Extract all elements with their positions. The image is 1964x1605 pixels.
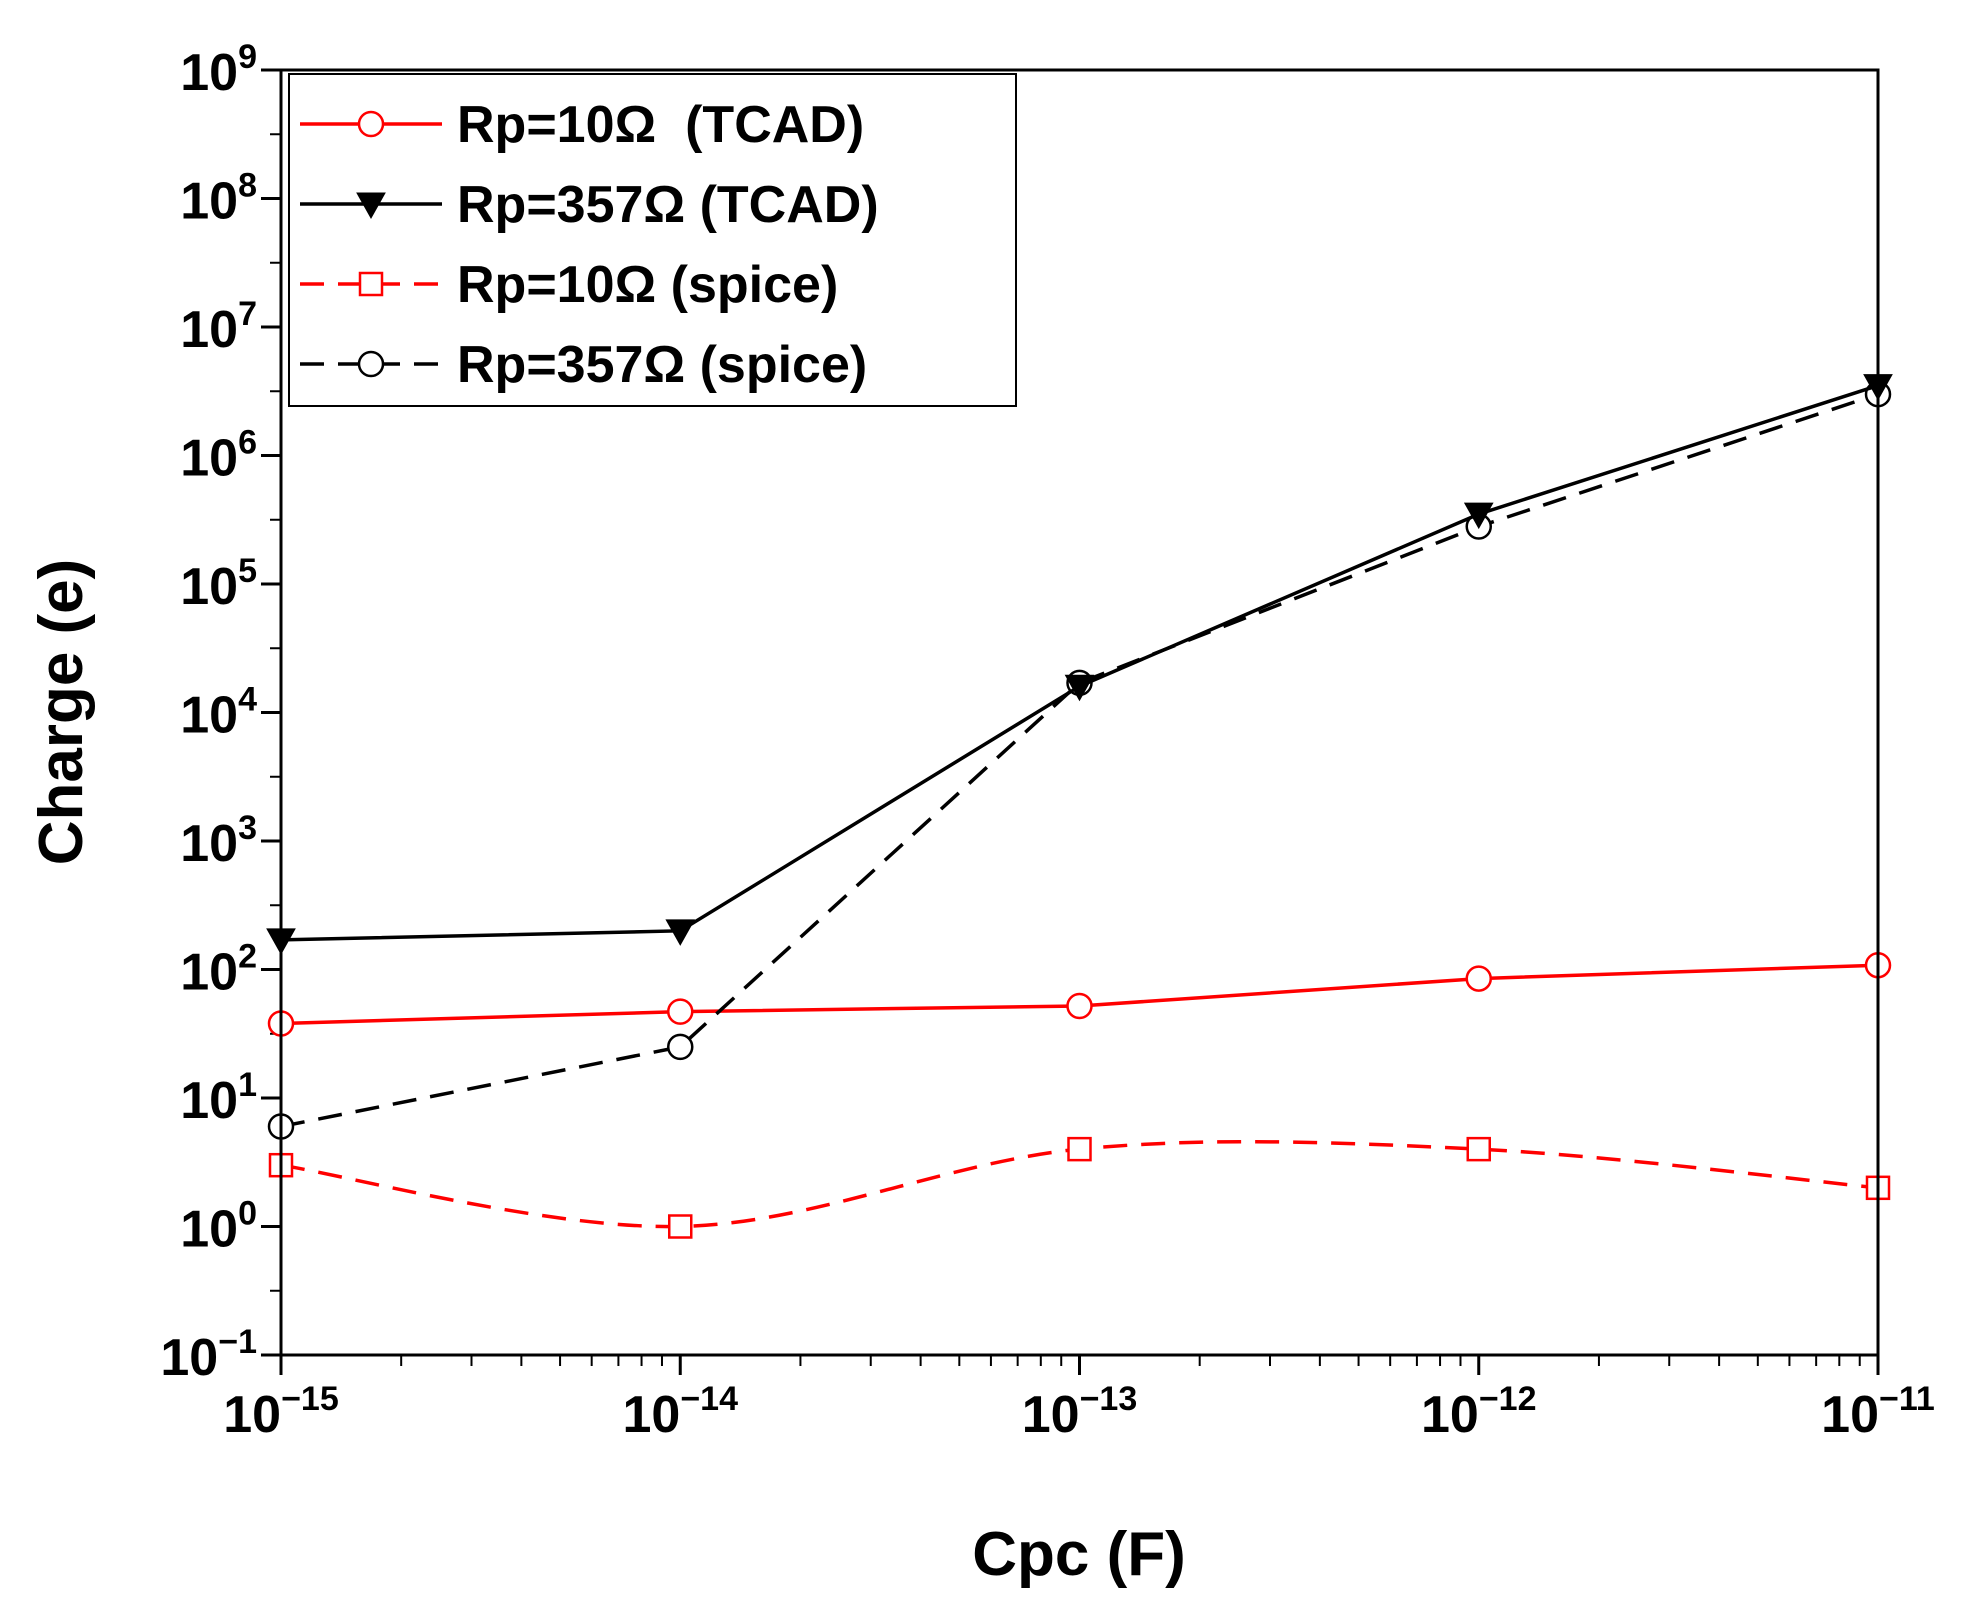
- x-axis-title: Cpc (F): [972, 1520, 1186, 1589]
- y-tick-label-exponent: 4: [238, 681, 257, 719]
- legend-marker-1: [356, 192, 386, 220]
- y-axis-title: Charge (e): [27, 559, 96, 866]
- data-point-s0-3: [1465, 965, 1492, 992]
- y-tick-label-exponent: 3: [238, 809, 257, 847]
- y-tick-label: 103: [180, 809, 257, 873]
- x-tick-label: 10−15: [223, 1380, 339, 1444]
- y-tick-label: 108: [180, 167, 257, 231]
- y-tick-label-base: 10: [180, 558, 238, 616]
- legend-marker-2: [358, 271, 384, 297]
- y-tick-label-exponent: 5: [238, 552, 257, 590]
- y-tick-label-base: 10: [180, 301, 238, 359]
- y-tick-label-exponent: 1: [238, 1066, 257, 1104]
- data-point-s1-2: [1064, 674, 1095, 702]
- data-point-s0-1: [667, 998, 694, 1025]
- x-tick-label-exponent: −13: [1080, 1380, 1138, 1418]
- data-point-s2-3: [1466, 1136, 1491, 1162]
- y-tick-label-base: 10: [180, 687, 238, 745]
- y-tick-label: 101: [180, 1066, 257, 1130]
- y-tick-label-exponent: −1: [218, 1323, 257, 1361]
- y-tick-label-exponent: 0: [238, 1195, 257, 1233]
- legend-label-rp357-tcad: Rp=357Ω (TCAD): [457, 176, 879, 234]
- y-tick-label: 106: [180, 424, 257, 488]
- y-tick-label-base: 10: [180, 1072, 238, 1130]
- x-tick-label-base: 10: [1022, 1386, 1080, 1444]
- y-tick-label-exponent: 6: [238, 424, 257, 462]
- y-tick-label: 109: [180, 38, 257, 102]
- x-tick-label-base: 10: [622, 1386, 680, 1444]
- legend-symbols: [300, 110, 442, 378]
- x-tick-label: 10−13: [1022, 1380, 1138, 1444]
- legend-box: [288, 73, 1017, 407]
- tick-labels: 10−15 10−14 10−13 10−12 10−1110−110010110210…: [160, 38, 1934, 1444]
- y-tick-label-base: 10: [180, 944, 238, 1002]
- data-point-s1-1: [665, 919, 696, 946]
- y-tick-label: 100: [180, 1195, 257, 1259]
- data-point-s3-1: [667, 1033, 694, 1061]
- x-tick-label-exponent: −14: [680, 1380, 738, 1418]
- x-tick-label: 10−11: [1821, 1380, 1935, 1444]
- y-tick-label: 107: [180, 295, 257, 359]
- y-tick-label-base: 10: [180, 44, 238, 102]
- y-tick-label: 105: [180, 552, 257, 616]
- x-tick-label-exponent: −15: [281, 1380, 339, 1418]
- x-tick-label-base: 10: [1821, 1386, 1879, 1444]
- y-tick-label-base: 10: [180, 430, 238, 488]
- legend-marker-0: [357, 110, 385, 138]
- y-tick-label: 10−1: [160, 1323, 257, 1387]
- data-point-s2-2: [1067, 1136, 1092, 1162]
- legend: Rp=10Ω (TCAD) Rp=357Ω (TCAD) Rp=10Ω (spi…: [288, 73, 1017, 407]
- x-tick-label: 10−14: [622, 1380, 738, 1444]
- x-tick-label-base: 10: [223, 1386, 281, 1444]
- legend-label-rp357-spice: Rp=357Ω (spice): [457, 336, 867, 394]
- x-tick-label-base: 10: [1421, 1386, 1479, 1444]
- y-tick-label-base: 10: [180, 815, 238, 873]
- y-tick-label-base: 10: [160, 1329, 218, 1387]
- tick-marks: [261, 68, 1880, 1375]
- y-tick-label: 104: [180, 681, 257, 745]
- data-point-s1-3: [1463, 502, 1494, 530]
- series-group: [266, 374, 1893, 1239]
- y-tick-label-base: 10: [180, 173, 238, 231]
- legend-label-rp10-spice: Rp=10Ω (spice): [457, 256, 838, 314]
- plot-frame: [279, 68, 1880, 1357]
- y-tick-label-exponent: 9: [238, 38, 257, 76]
- series-line-3: [280, 392, 1879, 1129]
- data-point-s0-2: [1066, 992, 1093, 1020]
- legend-label-rp10-tcad: Rp=10Ω (TCAD): [457, 96, 864, 154]
- legend-marker-3: [357, 350, 385, 378]
- y-tick-label-exponent: 8: [238, 167, 257, 205]
- y-tick-label-exponent: 2: [238, 938, 257, 976]
- y-tick-label: 102: [180, 938, 257, 1002]
- data-point-s2-1: [668, 1214, 693, 1239]
- x-tick-label-exponent: −12: [1479, 1380, 1537, 1418]
- x-tick-label: 10−12: [1421, 1380, 1537, 1444]
- x-tick-label-exponent: −11: [1879, 1380, 1935, 1418]
- y-tick-label-exponent: 7: [238, 295, 257, 333]
- y-tick-label-base: 10: [180, 1201, 238, 1259]
